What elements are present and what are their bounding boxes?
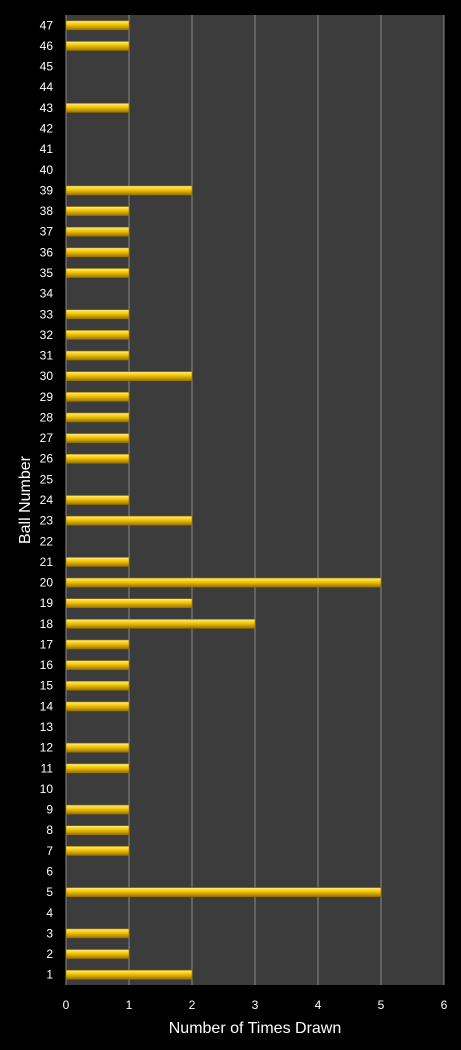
y-tick-label: 20 [40,576,54,590]
y-tick-label: 35 [40,266,54,280]
y-tick-label: 36 [40,245,54,259]
y-tick-label: 39 [40,183,54,197]
y-tick-label: 47 [40,18,54,32]
y-tick-label: 30 [40,369,54,383]
bar-ball-3 [65,928,130,939]
bar-ball-46 [65,41,130,51]
y-tick-label: 34 [40,287,54,301]
y-tick-label: 13 [40,720,54,734]
bar-ball-20 [65,577,382,588]
y-tick-label: 33 [40,307,54,321]
y-tick-label: 4 [46,906,53,920]
x-tick-labels: 0 1 2 3 4 5 6 [63,998,448,1012]
x-tick-label: 0 [63,998,70,1012]
bar-ball-15 [65,680,130,691]
y-tick-label: 32 [40,328,54,342]
y-tick-label: 11 [41,761,54,775]
y-tick-label: 24 [40,493,54,507]
y-tick-label: 1 [46,968,53,982]
y-tick-label: 23 [40,514,54,528]
bar-ball-17 [65,639,130,650]
bar-ball-5 [65,887,382,897]
bar-ball-27 [65,433,130,443]
bar-ball-12 [65,742,130,753]
y-tick-label: 45 [40,60,54,74]
bar-ball-29 [65,392,130,402]
y-tick-label: 40 [40,163,54,177]
bar-ball-16 [65,660,130,670]
y-tick-label: 31 [40,349,54,363]
y-tick-label: 27 [40,431,54,445]
y-tick-label: 10 [40,782,54,796]
y-tick-label: 26 [40,452,54,466]
y-tick-label: 25 [40,472,54,486]
y-tick-label: 37 [40,225,54,239]
bar-ball-39 [65,185,193,196]
bar-ball-11 [65,763,130,774]
bar-ball-21 [65,557,130,567]
y-tick-label: 38 [40,204,54,218]
y-tick-label: 2 [46,947,53,961]
bar-ball-9 [65,804,130,815]
x-tick-label: 3 [252,998,259,1012]
bar-ball-35 [65,268,130,278]
y-tick-label: 28 [40,410,54,424]
y-tick-label: 8 [46,823,53,837]
bar-ball-33 [65,309,130,320]
bar-ball-14 [65,701,130,712]
bar-ball-26 [65,453,130,464]
y-tick-label: 5 [46,885,53,899]
y-tick-label: 14 [40,699,54,713]
y-tick-label: 9 [46,803,53,817]
y-tick-label: 41 [40,142,54,156]
y-tick-label: 19 [40,596,54,610]
y-tick-label: 43 [40,101,54,115]
y-tick-label: 7 [46,844,53,858]
bar-ball-43 [65,103,130,113]
bar-ball-24 [65,495,130,505]
y-tick-label: 16 [40,658,54,672]
x-axis-title: Number of Times Drawn [169,1020,342,1037]
y-tick-label: 29 [40,390,54,404]
y-tick-label: 44 [40,80,54,94]
bar-ball-8 [65,825,130,836]
y-axis-title: Ball Number [17,455,34,544]
y-tick-label: 22 [40,534,54,548]
x-tick-label: 2 [189,998,196,1012]
y-tick-label: 3 [46,926,53,940]
bar-ball-30 [65,371,193,381]
x-tick-label: 6 [441,998,448,1012]
y-tick-label: 15 [40,679,54,693]
y-tick-label: 21 [40,555,54,569]
bar-ball-18 [65,619,256,629]
bar-ball-7 [65,846,130,856]
y-tick-label: 17 [40,637,54,651]
y-tick-label: 12 [40,741,54,755]
bar-ball-32 [65,330,130,340]
y-tick-label: 18 [40,617,54,631]
bar-ball-38 [65,206,130,216]
y-tick-label: 42 [40,122,54,136]
bar-ball-47 [65,20,130,31]
bar-ball-31 [65,350,130,361]
x-tick-label: 4 [315,998,322,1012]
bar-ball-2 [65,949,130,959]
bar-ball-19 [65,598,193,608]
x-tick-label: 1 [126,998,133,1012]
bar-ball-1 [65,969,193,980]
x-tick-label: 5 [378,998,385,1012]
y-tick-label: 6 [46,864,53,878]
bars [65,20,382,980]
bar-ball-28 [65,412,130,423]
y-tick-labels: 1234567891011121314151617181920212223242… [40,18,54,981]
bar-ball-37 [65,226,130,237]
y-tick-label: 46 [40,39,54,53]
bar-ball-36 [65,247,130,258]
bar-ball-23 [65,515,193,526]
